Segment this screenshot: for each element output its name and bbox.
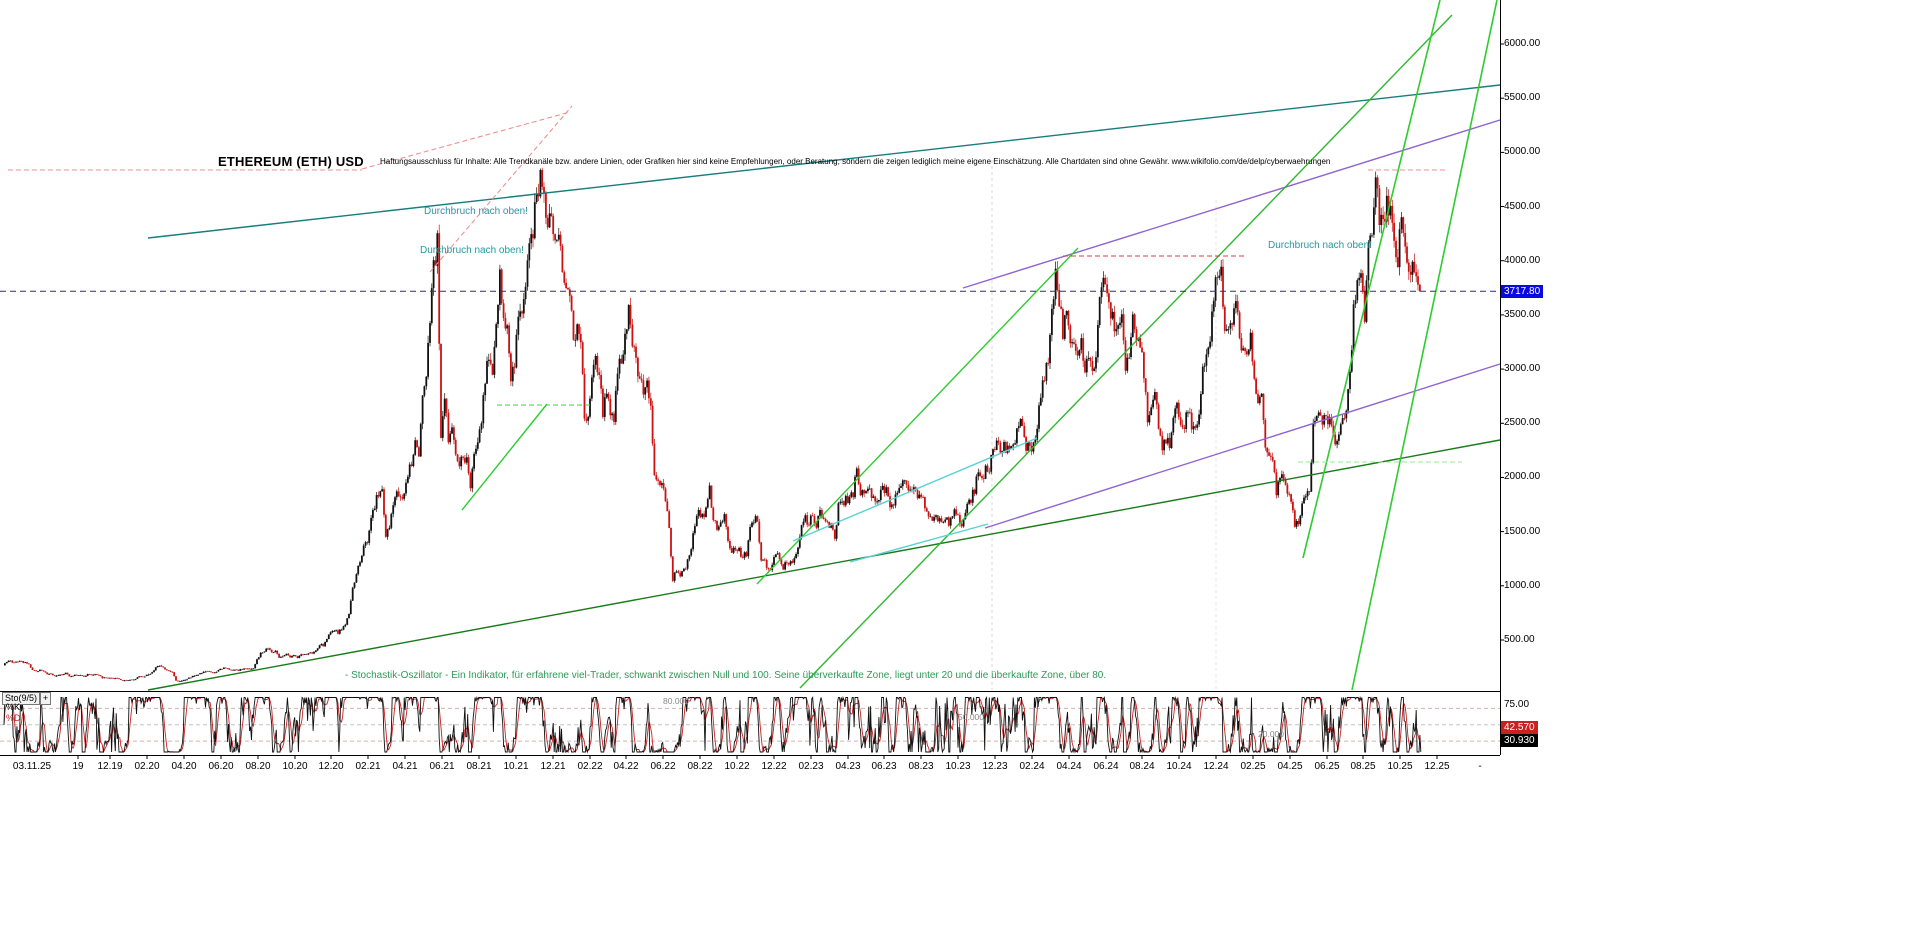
price-tick-label: 2000.00: [1504, 471, 1541, 483]
price-tick-label: 4000.00: [1504, 254, 1541, 266]
time-tick-label: 10.20: [282, 761, 308, 772]
time-tick-label: 10.25: [1387, 761, 1413, 772]
time-tick-label: 04.22: [613, 761, 639, 772]
time-tick-label: 06.21: [429, 761, 455, 772]
time-tick-label: 08.20: [245, 761, 271, 772]
time-tick-label: 02.23: [798, 761, 824, 772]
time-tick-label: 12.20: [318, 761, 344, 772]
level-label-80: 80.000: [663, 696, 689, 706]
annotation-breakout-1: Durchbruch nach oben!: [424, 206, 528, 217]
time-tick-label: 12.22: [761, 761, 787, 772]
time-tick-label: 04.20: [171, 761, 197, 772]
time-tick-label: 12.23: [982, 761, 1008, 772]
time-tick-label: 02.21: [355, 761, 381, 772]
time-tick-label: 06.25: [1314, 761, 1340, 772]
time-tick-label: 02.20: [134, 761, 160, 772]
time-tick-label: 19: [72, 761, 84, 772]
price-tick-label: 3000.00: [1504, 363, 1541, 375]
time-tick-label: 02.25: [1240, 761, 1266, 772]
time-tick-label: 10.22: [724, 761, 750, 772]
time-tick-label: 08.24: [1129, 761, 1155, 772]
time-tick-label: 06.23: [871, 761, 897, 772]
time-tick-label: 12.25: [1424, 761, 1450, 772]
expand-icon[interactable]: +: [40, 692, 52, 705]
time-tick-label: 12.24: [1203, 761, 1229, 772]
time-tick-label: 02.22: [577, 761, 603, 772]
stochastic-d-label: %D: [6, 713, 21, 723]
time-tick-label: 10.21: [503, 761, 529, 772]
price-tick-label: 5500.00: [1504, 92, 1541, 104]
price-tick-label: 5000.00: [1504, 146, 1541, 158]
stochastic-d-badge: 42.570: [1501, 721, 1538, 734]
level-label-20: 20.000: [1258, 729, 1284, 739]
annotation-breakout-3: Durchbruch nach oben!: [1268, 240, 1372, 251]
stochastic-k-badge: 30.930: [1501, 734, 1538, 747]
time-tick-label: 04.25: [1277, 761, 1303, 772]
time-tick-label: 10.23: [945, 761, 971, 772]
oscillator-description: - Stochastik-Oszillator - Ein Indikator,…: [345, 670, 1107, 681]
oscillator-header: Sto(9/5) +: [2, 692, 52, 710]
time-tick-label: 10.24: [1166, 761, 1192, 772]
sto-settings-button[interactable]: Sto(9/5): [2, 692, 41, 705]
last-price-badge: 3717.80: [1501, 285, 1544, 298]
price-tick-label: 500.00: [1504, 634, 1535, 645]
time-tick-label: 06.22: [650, 761, 676, 772]
disclaimer-text: Haftungsausschluss für Inhalte: Alle Tre…: [380, 157, 1331, 166]
price-tick-label: 1500.00: [1504, 525, 1541, 537]
annotation-breakout-2: Durchbruch nach oben!: [420, 245, 524, 256]
price-tick-label: 2500.00: [1504, 417, 1541, 429]
time-tick-label: 12.21: [540, 761, 566, 772]
chart-title: ETHEREUM (ETH) USD: [218, 154, 364, 169]
time-tick-label: 08.25: [1350, 761, 1376, 772]
sto-axis-tick-75: 75.00: [1504, 699, 1530, 710]
price-tick-label: 4500.00: [1504, 200, 1541, 212]
time-tick-label: 04.21: [392, 761, 418, 772]
time-tick-label: 02.24: [1019, 761, 1045, 772]
time-tick-label: 08.21: [466, 761, 492, 772]
time-tick-label: 08.22: [687, 761, 713, 772]
time-tick-label: 04.23: [835, 761, 861, 772]
time-tick-label: 12.19: [97, 761, 123, 772]
time-tick-label: 03.11.25: [12, 761, 52, 772]
time-tick-label: 04.24: [1056, 761, 1082, 772]
stochastic-k-label: %K: [6, 702, 21, 712]
level-label-50: 50.000: [958, 712, 984, 722]
price-tick-label: 1000.00: [1504, 579, 1541, 591]
time-tick-label: 06.20: [208, 761, 234, 772]
time-tick-label: 08.23: [908, 761, 934, 772]
time-tick-label: -: [1478, 761, 1482, 772]
time-tick-label: 06.24: [1093, 761, 1119, 772]
price-tick-label: 6000.00: [1504, 38, 1541, 49]
price-tick-label: 3500.00: [1504, 308, 1541, 320]
